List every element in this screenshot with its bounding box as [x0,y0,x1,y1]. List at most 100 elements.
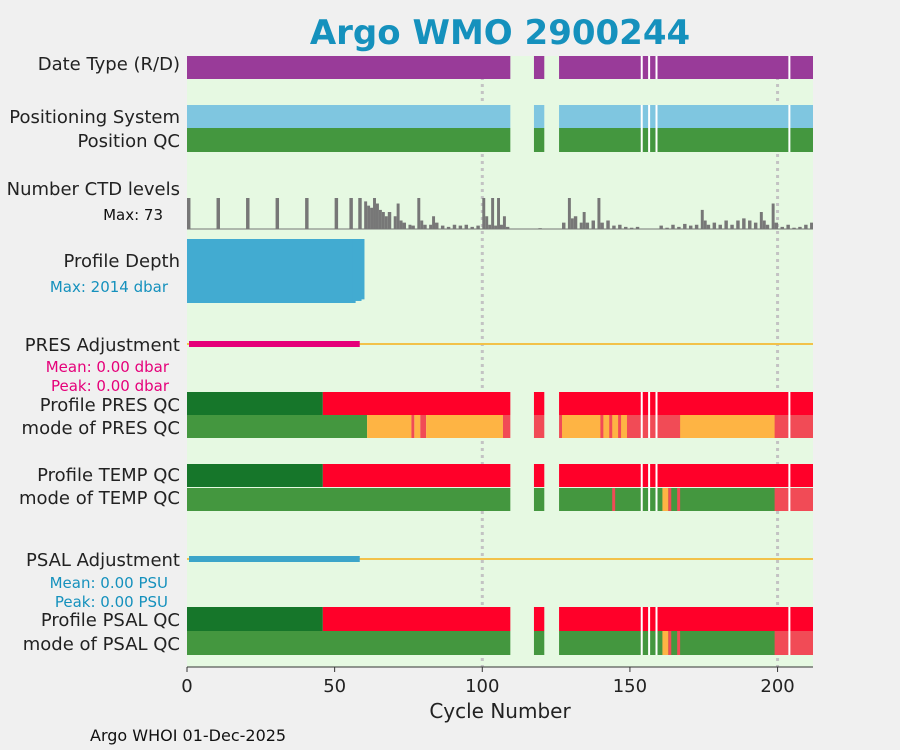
ctd-level-bar [718,224,722,229]
qc-segment [187,56,813,79]
pres-peak-label: Peak: 0.00 dbar [51,377,170,395]
ctd-level-bar [408,224,412,229]
ctd-level-bar [688,225,693,229]
qc-segment [367,415,412,438]
row-label-date-type: Date Type (R/D) [38,54,180,75]
ctd-level-bar [567,198,571,229]
ctd-level-bar [387,212,392,229]
ctd-level-bar [482,198,486,229]
ctd-level-bar [629,227,634,229]
ctd-level-bar [748,220,752,229]
missing-cycle-gaps [510,56,791,655]
ctd-level-bar [582,212,586,229]
psal-mean-label: Mean: 0.00 PSU [50,574,168,592]
ctd-level-bar [464,224,469,229]
profile-depth-bar [361,239,365,300]
missing-cycle-gap [544,607,560,655]
row-label-position-qc: Position QC [77,131,180,152]
ctd-level-bar [334,198,339,229]
cycle-separator [655,607,658,655]
ctd-level-bar [591,220,595,229]
qc-segment [677,488,681,511]
qc-segment [621,415,627,438]
ctd-level-bar [500,224,503,229]
ctd-level-bar [771,203,775,229]
qc-segment [774,488,813,511]
qc-segment [187,415,368,438]
ctd-level-bar [187,198,191,229]
ctd-level-bar [491,198,495,229]
ctd-level-bar [364,201,368,229]
cycle-separator [655,56,658,79]
pres-mean-label: Mean: 0.00 dbar [46,358,170,376]
ctd-level-bar [396,203,400,229]
ctd-level-bar [665,227,669,229]
chart-title: Argo WMO 2900244 [310,13,690,53]
cycle-separator [640,56,643,79]
ctd-level-bar [612,225,616,229]
ctd-level-bar [216,198,220,229]
missing-cycle-gap [510,464,534,511]
depth-max-label: Max: 2014 dbar [50,278,169,296]
qc-segment [322,464,813,487]
qc-segment [662,488,669,511]
ctd-level-bar [378,209,382,229]
cycle-separator [648,56,651,79]
qc-segment [187,105,813,128]
qc-segment [411,415,415,438]
cycle-separator [788,392,791,438]
cycle-separator [788,56,791,79]
ctd-level-bar [570,218,574,229]
qc-segment [677,631,681,655]
ctd-level-bar [730,224,734,229]
ctd-level-bar [458,225,463,229]
row-label-mode-psal-qc: mode of PSAL QC [23,634,180,655]
cycle-separator [788,105,791,152]
ctd-level-bar [712,222,717,229]
ctd-level-bar [305,198,309,229]
ctd-level-bar [417,198,421,229]
ctd-level-bar [703,220,707,229]
qc-segment [662,631,669,655]
ctd-level-bar [476,225,480,229]
ctd-level-bar [753,222,758,229]
ctd-level-bar [706,224,711,229]
ctd-level-bar [494,225,498,229]
ctd-level-bar [724,220,728,229]
ctd-level-bar [488,224,492,229]
ctd-level-bar [402,222,407,229]
cycle-separator [648,464,651,511]
qc-segment [612,488,616,511]
cycle-separator [640,607,643,655]
qc-segment [603,415,610,438]
cycle-separator [655,105,658,152]
missing-cycle-gap [510,392,534,438]
qc-segment [187,607,323,631]
ctd-level-bar [792,227,796,229]
ctd-level-bar [810,222,813,229]
ctd-level-bar [683,223,687,229]
ctd-level-bar [452,224,457,229]
ctd-level-bar [497,198,500,229]
ctd-level-bar [762,220,766,229]
psal-peak-label: Peak: 0.00 PSU [55,593,168,611]
cycle-separator [648,105,651,152]
row-label-ctd-levels: Number CTD levels [7,179,180,200]
qc-segment [322,392,813,415]
ctd-level-bar [381,212,385,229]
qc-segment [187,488,813,511]
chart-marks [187,56,813,655]
ctd-level-bar [618,224,622,229]
ctd-level-bar [635,226,640,229]
ctd-level-bar [579,222,583,229]
cycle-separator [655,464,658,511]
x-axis-ticks: 0 50 100 150 200 [181,667,795,697]
x-axis-label: Cycle Number [429,699,571,723]
qc-segment [187,464,323,487]
ctd-level-bar [624,226,628,229]
cycle-separator [640,105,643,152]
cycle-separator [788,464,791,511]
qc-segment [774,631,813,655]
ctd-level-bar [700,209,704,229]
